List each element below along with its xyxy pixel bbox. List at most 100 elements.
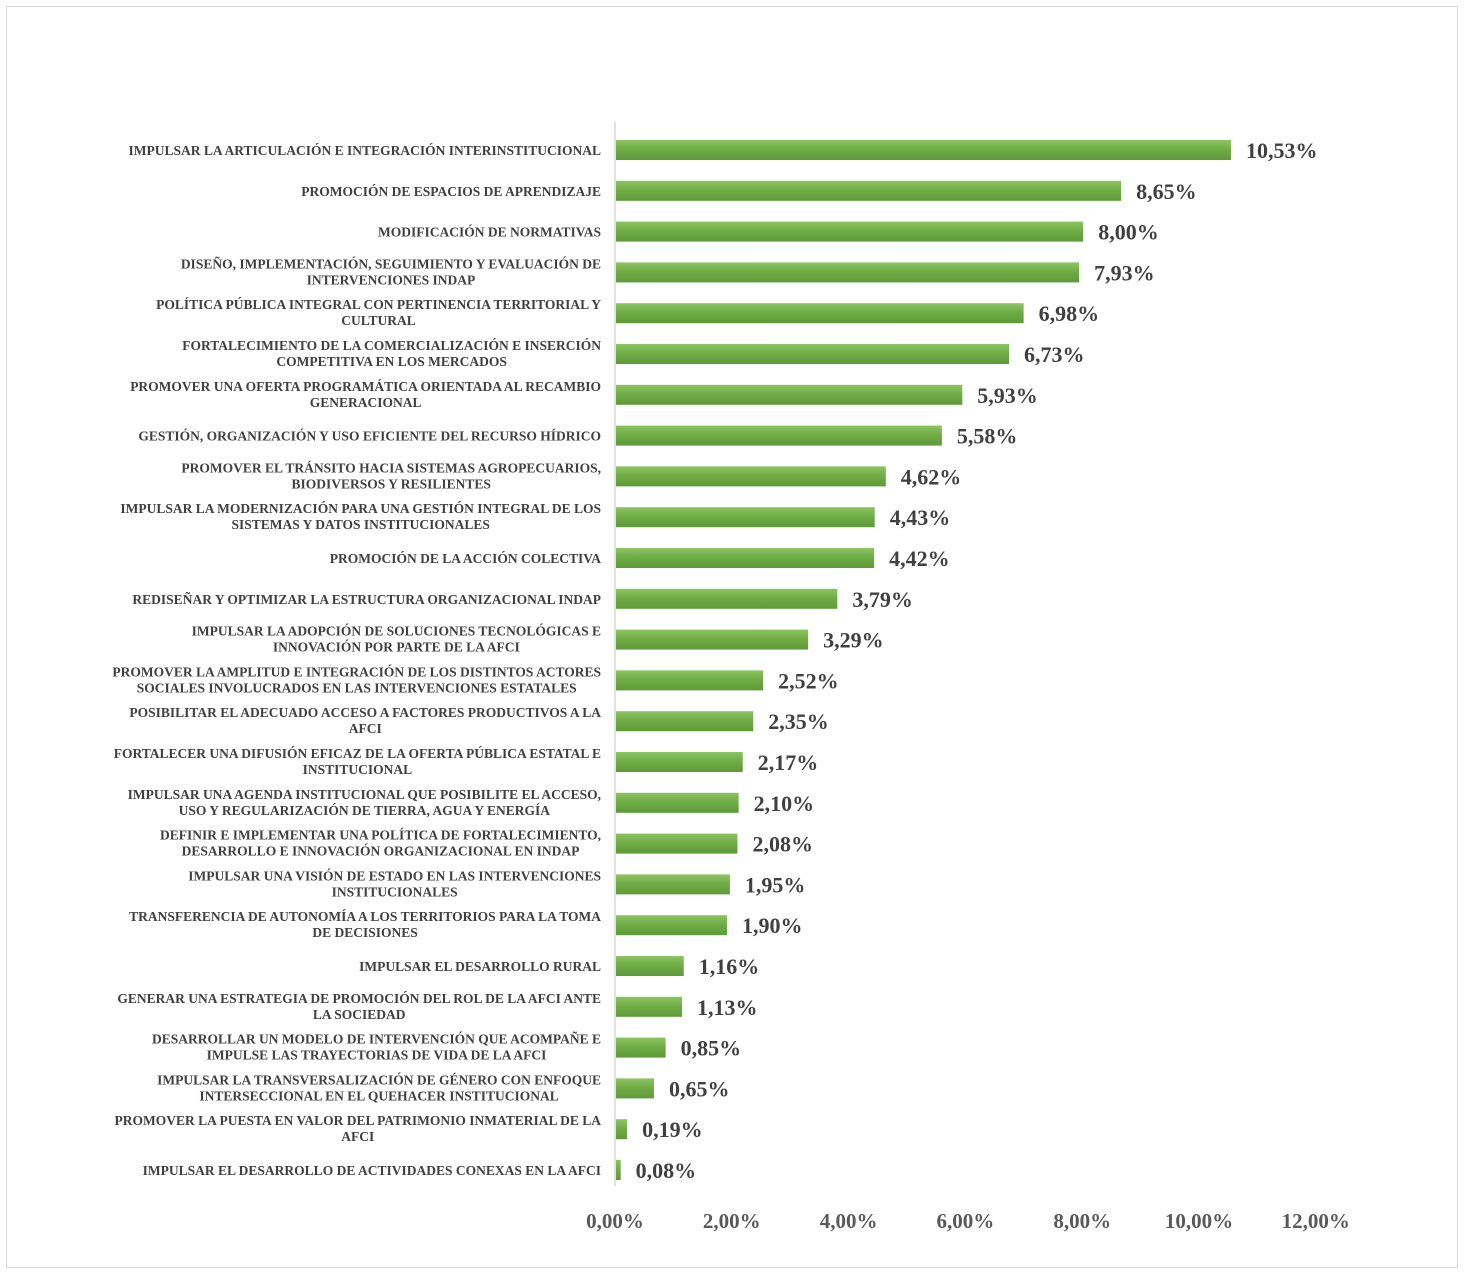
- data-label: 4,43%: [890, 505, 951, 530]
- category-label: IMPULSAR EL DESARROLLO DE ACTIVIDADES CO…: [143, 1163, 601, 1178]
- bar: [616, 956, 684, 976]
- category-label: IMPULSAR UNA AGENDA INSTITUCIONAL QUE PO…: [128, 787, 601, 818]
- category-label-line: SISTEMAS Y DATOS INSTITUCIONALES: [231, 517, 489, 532]
- category-label-line: FORTALECER UNA DIFUSIÓN EFICAZ DE LA OFE…: [114, 746, 601, 761]
- bar: [616, 792, 739, 813]
- category-label-line: INSTITUCIONALES: [332, 884, 458, 899]
- category-label: TRANSFERENCIA DE AUTONOMÍA A LOS TERRITO…: [129, 909, 601, 940]
- x-tick-label: 2,00%: [703, 1209, 761, 1233]
- category-label-line: FORTALECIMIENTO DE LA COMERCIALIZACIÓN E…: [182, 338, 601, 353]
- category-label-line: PROMOCIÓN DE LA ACCIÓN COLECTIVA: [330, 551, 602, 566]
- labels-layer: 10,53% IMPULSAR LA ARTICULACIÓN E INTEGRA…: [112, 138, 1317, 1183]
- data-label: 4,42%: [889, 546, 950, 571]
- category-label: IMPULSAR UNA VISIÓN DE ESTADO EN LAS INT…: [188, 868, 601, 899]
- category-label-line: GENERAR UNA ESTRATEGIA DE PROMOCIÓN DEL …: [117, 991, 601, 1006]
- data-label: 8,65%: [1136, 179, 1197, 204]
- category-label-line: DISEÑO, IMPLEMENTACIÓN, SEGUIMIENTO Y EV…: [181, 256, 601, 271]
- category-label-line: USO Y REGULARIZACIÓN DE TIERRA, AGUA Y E…: [179, 803, 551, 818]
- category-label-line: IMPULSAR LA ADOPCIÓN DE SOLUCIONES TECNO…: [192, 624, 601, 639]
- bar: [616, 344, 1010, 364]
- bar: [616, 180, 1122, 201]
- category-label: IMPULSAR LA MODERNIZACIÓN PARA UNA GESTI…: [120, 501, 601, 532]
- data-label: 1,90%: [742, 913, 803, 938]
- bar: [616, 1119, 628, 1140]
- category-label: REDISEÑAR Y OPTIMIZAR LA ESTRUCTURA ORGA…: [132, 592, 601, 607]
- category-label: FORTALECER UNA DIFUSIÓN EFICAZ DE LA OFE…: [114, 746, 601, 777]
- x-tick-label: 8,00%: [1053, 1209, 1111, 1233]
- category-label-line: GESTIÓN, ORGANIZACIÓN Y USO EFICIENTE DE…: [138, 429, 601, 444]
- category-label-line: POSIBILITAR EL ADECUADO ACCESO A FACTORE…: [129, 705, 601, 720]
- x-tick-label: 0,00%: [586, 1209, 644, 1233]
- bar: [616, 915, 727, 936]
- category-label-line: DESARROLLAR UN MODELO DE INTERVENCIÓN QU…: [152, 1032, 601, 1047]
- data-label: 0,65%: [669, 1076, 730, 1101]
- category-label: IMPULSAR LA ARTICULACIÓN E INTEGRACIÓN I…: [129, 143, 602, 158]
- data-label: 10,53%: [1246, 138, 1318, 163]
- bar: [616, 1037, 666, 1058]
- category-label: IMPULSAR EL DESARROLLO RURAL: [359, 959, 601, 974]
- bar: [616, 262, 1080, 283]
- bar: [616, 833, 738, 854]
- data-label: 1,95%: [745, 872, 806, 897]
- bar: [616, 507, 875, 528]
- category-label-line: IMPULSAR UNA VISIÓN DE ESTADO EN LAS INT…: [188, 868, 601, 883]
- bar: [616, 221, 1084, 242]
- category-label: PROMOCIÓN DE LA ACCIÓN COLECTIVA: [330, 551, 602, 566]
- data-label: 1,13%: [697, 995, 758, 1020]
- bar: [616, 711, 754, 732]
- category-label-line: IMPULSAR LA TRANSVERSALIZACIÓN DE GÉNERO…: [157, 1072, 601, 1087]
- category-label-line: INTERSECCIONAL EN EL QUEHACER INSTITUCIO…: [199, 1088, 558, 1103]
- category-label: PROMOVER EL TRÁNSITO HACIA SISTEMAS AGRO…: [181, 460, 601, 491]
- data-label: 0,19%: [642, 1117, 703, 1142]
- bar: [616, 874, 730, 895]
- category-label-line: DEFINIR E IMPLEMENTAR UNA POLÍTICA DE FO…: [160, 828, 601, 843]
- category-label: POLÍTICA PÚBLICA INTEGRAL CON PERTINENCI…: [156, 297, 601, 328]
- category-label-line: AFCI: [341, 1129, 374, 1144]
- data-label: 5,58%: [957, 424, 1018, 449]
- x-tick-label: 4,00%: [820, 1209, 878, 1233]
- category-label-line: PROMOVER LA PUESTA EN VALOR DEL PATRIMON…: [115, 1113, 602, 1128]
- category-label-line: IMPULSAR EL DESARROLLO DE ACTIVIDADES CO…: [143, 1163, 601, 1178]
- data-label: 0,08%: [636, 1158, 697, 1183]
- category-label-line: BIODIVERSOS Y RESILIENTES: [292, 476, 491, 491]
- category-label: IMPULSAR LA ADOPCIÓN DE SOLUCIONES TECNO…: [192, 624, 601, 655]
- bar: [616, 548, 875, 568]
- category-label-line: INTERVENCIONES INDAP: [307, 272, 476, 287]
- data-label: 6,73%: [1024, 342, 1085, 367]
- bar: [616, 1078, 654, 1099]
- category-label-line: TRANSFERENCIA DE AUTONOMÍA A LOS TERRITO…: [129, 909, 601, 924]
- category-label-line: COMPETITIVA EN LOS MERCADOS: [276, 354, 506, 369]
- category-label-line: INNOVACIÓN POR PARTE DE LA AFCI: [273, 640, 520, 655]
- data-label: 3,29%: [823, 628, 884, 653]
- category-label: FORTALECIMIENTO DE LA COMERCIALIZACIÓN E…: [182, 338, 601, 369]
- category-label-line: POLÍTICA PÚBLICA INTEGRAL CON PERTINENCI…: [156, 297, 601, 312]
- data-label: 7,93%: [1094, 260, 1155, 285]
- category-label-line: IMPULSAR LA MODERNIZACIÓN PARA UNA GESTI…: [120, 501, 601, 516]
- bar: [616, 1160, 621, 1180]
- category-label-line: GENERACIONAL: [310, 395, 422, 410]
- category-label: GESTIÓN, ORGANIZACIÓN Y USO EFICIENTE DE…: [138, 429, 601, 444]
- bar: [616, 752, 743, 772]
- data-label: 8,00%: [1098, 220, 1159, 245]
- category-label: IMPULSAR LA TRANSVERSALIZACIÓN DE GÉNERO…: [157, 1072, 601, 1103]
- category-label-line: REDISEÑAR Y OPTIMIZAR LA ESTRUCTURA ORGA…: [132, 592, 601, 607]
- data-label: 2,08%: [752, 832, 813, 857]
- bar: [616, 588, 838, 609]
- x-tick-label: 6,00%: [937, 1209, 995, 1233]
- bars-layer: [616, 140, 1231, 1180]
- data-label: 3,79%: [852, 587, 913, 612]
- x-axis-ticks: 0,00% 2,00% 4,00% 6,00% 8,00% 10,00% 12,00%: [586, 1209, 1350, 1233]
- x-tick-label: 12,00%: [1282, 1209, 1350, 1233]
- category-label: DISEÑO, IMPLEMENTACIÓN, SEGUIMIENTO Y EV…: [181, 256, 601, 287]
- category-label: PROMOVER UNA OFERTA PROGRAMÁTICA ORIENTA…: [130, 379, 601, 410]
- category-label: PROMOVER LA PUESTA EN VALOR DEL PATRIMON…: [115, 1113, 602, 1144]
- category-label-line: MODIFICACIÓN DE NORMATIVAS: [378, 225, 601, 240]
- category-label-line: DE DECISIONES: [312, 925, 417, 940]
- bar: [616, 303, 1024, 324]
- data-label: 0,85%: [681, 1036, 742, 1061]
- data-label: 4,62%: [901, 464, 962, 489]
- bar: [616, 425, 942, 446]
- category-label-line: IMPULSAR UNA AGENDA INSTITUCIONAL QUE PO…: [128, 787, 601, 802]
- data-label: 6,98%: [1039, 301, 1100, 326]
